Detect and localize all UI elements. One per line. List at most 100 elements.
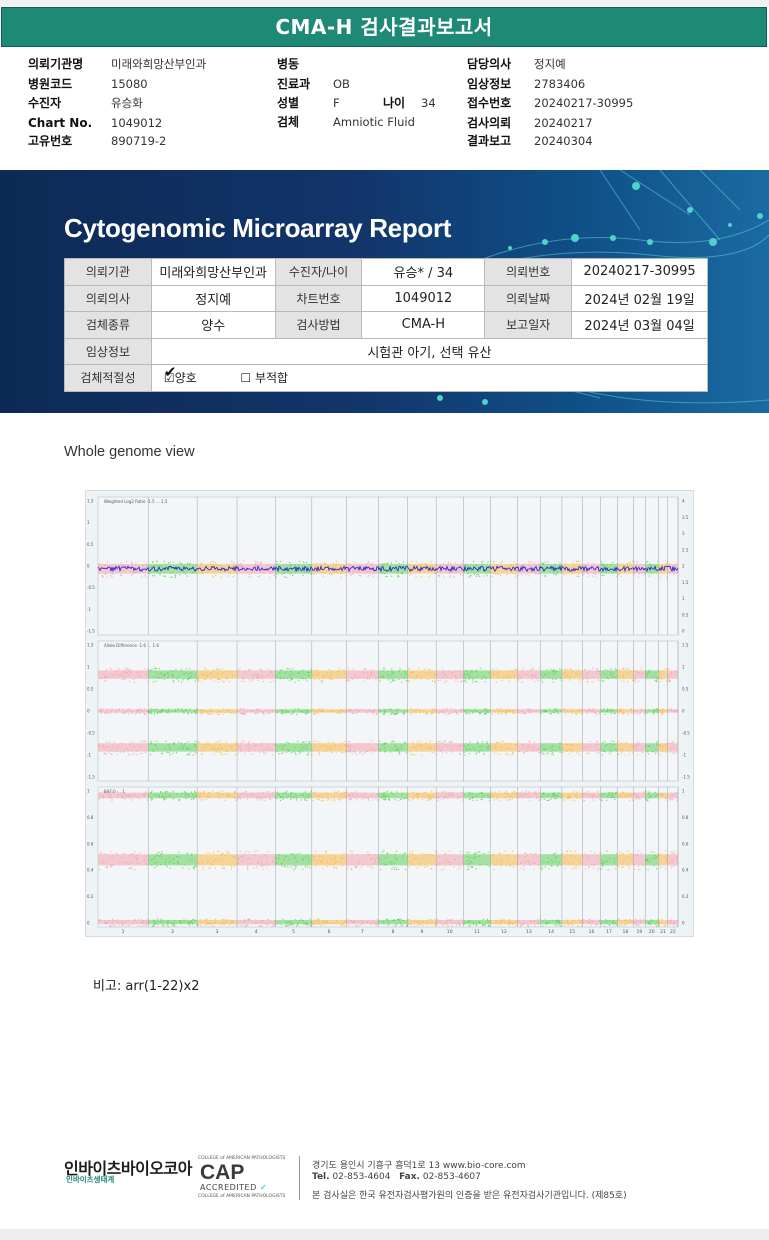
svg-text:1.5: 1.5 [682,643,689,648]
cell-value: 20240217-30995 [571,258,708,286]
info-unique-no-value: 890719-2 [111,134,167,148]
info-receipt-no: 접수번호 [467,96,512,110]
svg-text:0: 0 [87,709,90,714]
svg-text:-0.5: -0.5 [87,585,95,590]
info-sex: 성별 [277,96,300,110]
info-patient: 수진자 [28,96,62,110]
cap-accredited-logo: COLLEGE of AMERICAN PATHOLOGISTS CAP ACC… [198,1156,285,1202]
info-ward: 병동 [277,57,300,71]
svg-text:0.8: 0.8 [87,815,94,820]
info-report-date-value: 20240304 [534,134,593,148]
svg-text:0: 0 [682,921,685,926]
svg-text:-1.5: -1.5 [87,775,95,780]
svg-text:0.4: 0.4 [87,868,94,873]
cell-header: 의뢰날짜 [484,284,573,312]
cap-accredited: ACCREDITED ✓ [200,1183,268,1192]
cell-value: 2024년 02월 19일 [571,284,708,312]
adequacy-bad-checkbox[interactable]: ☐ [240,371,252,386]
svg-text:0.5: 0.5 [682,687,689,692]
info-patient-value: 유승화 [111,96,143,110]
info-specimen: 검체 [277,115,300,129]
cell-header: 차트번호 [274,284,363,312]
svg-text:0.5: 0.5 [87,687,94,692]
chromosome-label: 4 [255,929,258,935]
cell-header: 검사방법 [274,311,363,339]
svg-text:-1.5: -1.5 [682,775,690,780]
svg-text:0.4: 0.4 [682,868,689,873]
svg-text:0: 0 [87,921,90,926]
footer-address: 경기도 용인시 기흥구 흥덕1로 13 www.bio-core.com [312,1161,526,1171]
info-clinical-value: 2783406 [534,77,586,91]
svg-text:2: 2 [682,564,685,569]
cell-value: CMA-H [361,311,486,339]
whole-genome-title: Whole genome view [64,444,195,460]
svg-text:0.5: 0.5 [682,612,689,617]
table-row: 의뢰기관 미래와희망산부인과 수진자/나이 유승* / 34 의뢰번호 2024… [64,258,708,286]
report-header-title: CMA-H 검사결과보고서 [1,7,767,47]
svg-text:0: 0 [87,564,90,569]
chromosome-label: 19 [637,929,643,935]
table-row: 검체적절성 ☑ ✔ 양호 ☐ 부적합 [64,363,709,392]
footer-certification: 본 검사실은 한국 유전자검사평가원의 인증을 받은 유전자검사기관입니다. (… [312,1191,627,1201]
svg-text:1: 1 [87,789,90,794]
svg-text:-0.5: -0.5 [682,731,690,736]
chromosome-label: 6 [328,929,331,935]
chromosome-label: 20 [649,929,655,935]
svg-text:-1.5: -1.5 [87,629,95,634]
info-department-value: OB [333,77,350,91]
chromosome-label: 22 [670,929,676,935]
info-age: 나이 [383,96,406,110]
chromosome-label: 5 [292,929,295,935]
chromosome-label: 11 [474,929,480,935]
remark-text: 비고: arr(1-22)x2 [93,979,200,994]
cell-value: 미래와희망산부인과 [150,258,276,286]
check-icon: ✓ [256,1183,268,1192]
adequacy-bad-label: 부적합 [254,371,289,386]
info-doctor-value: 정지예 [534,57,566,71]
whole-genome-svg: Weighted Log2 Ratio -1.5 … 1.5 1.5 1 0.5 0 -0… [87,496,690,935]
svg-text:3.5: 3.5 [682,515,689,520]
svg-text:3: 3 [682,531,685,536]
svg-text:1.5: 1.5 [87,643,94,648]
adequacy-label: 검체적절성 [64,364,152,392]
cell-value: 양수 [150,311,276,339]
check-mark-icon: ✔ [163,363,177,382]
info-hospital-code-value: 15080 [111,77,148,91]
adequacy-options: ☑ ✔ 양호 ☐ 부적합 [150,363,709,392]
chromosome-label: 21 [660,929,666,935]
svg-text:2.5: 2.5 [682,547,689,552]
cell-header: 보고일자 [484,311,573,339]
svg-text:1: 1 [682,596,685,601]
svg-text:Weighted Log2 Ratio -1.5 … 1.: Weighted Log2 Ratio -1.5 … 1.5 [104,499,168,504]
company-logo: 인바이츠바이오코아 [64,1159,192,1178]
svg-text:0.6: 0.6 [87,841,94,846]
svg-text:0.5: 0.5 [87,542,94,547]
cell-value: 유승* / 34 [361,258,486,286]
cell-header: 검체종류 [64,311,152,339]
info-receipt-no-value: 20240217-30995 [534,96,634,110]
table-row: 검체종류 양수 검사방법 CMA-H 보고일자 2024년 03월 04일 [64,311,708,339]
info-clinical: 임상정보 [467,77,512,91]
svg-text:0.2: 0.2 [87,894,94,899]
svg-text:0: 0 [682,709,685,714]
svg-text:Allele Difference -1.6 … 1.6: Allele Difference -1.6 … 1.6 [104,643,159,648]
svg-text:1.5: 1.5 [682,580,689,585]
info-institution: 의뢰기관명 [28,57,84,71]
svg-text:1: 1 [87,520,90,525]
svg-text:0.6: 0.6 [682,841,689,846]
info-specimen-value: Amniotic Fluid [333,115,415,129]
info-hospital-code: 병원코드 [28,77,73,91]
chromosome-label: 3 [216,929,219,935]
info-request-date-value: 20240217 [534,116,593,130]
svg-text:-0.5: -0.5 [87,731,95,736]
adequacy-ok-checkbox[interactable]: ☑ ✔ [164,363,177,385]
footer-contact: Tel. 02-853-4604 Fax. 02-853-4607 [312,1172,481,1182]
bottom-strip [0,1229,769,1240]
cell-header: 의뢰기관 [64,258,152,286]
company-subtitle: 인바이츠생태계 [66,1175,115,1184]
table-row: 의뢰의사 정지예 차트번호 1049012 의뢰날짜 2024년 02월 19일 [64,284,708,312]
top-strip [0,0,769,6]
info-doctor: 담당의사 [467,57,512,71]
cell-value: 정지예 [150,284,276,312]
svg-text:-1: -1 [87,607,91,612]
